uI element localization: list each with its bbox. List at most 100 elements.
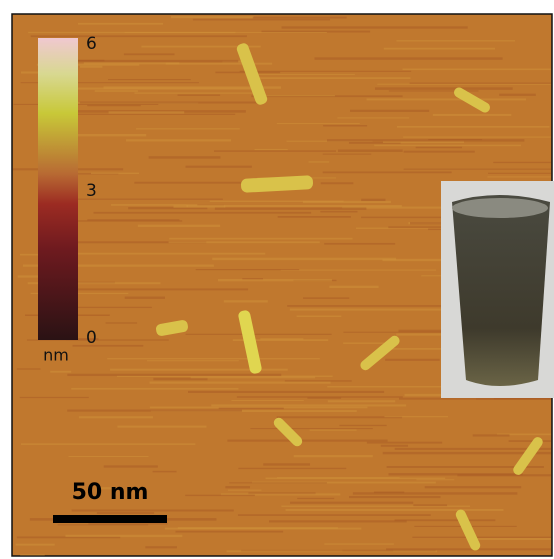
inset-photo <box>441 181 554 398</box>
streak <box>433 114 511 116</box>
streak <box>297 315 342 317</box>
streak <box>149 156 221 158</box>
streak <box>188 391 384 393</box>
streak <box>72 509 234 511</box>
streak <box>215 208 367 210</box>
streak <box>104 465 158 467</box>
streak <box>338 149 403 151</box>
streak <box>339 425 386 426</box>
streak <box>210 201 344 202</box>
streak <box>52 288 248 290</box>
streak <box>320 211 357 213</box>
streak <box>231 400 303 401</box>
streak <box>258 77 411 79</box>
streak <box>117 426 206 428</box>
streak <box>145 546 177 548</box>
streak <box>91 173 139 174</box>
streak <box>281 270 436 271</box>
streak <box>126 139 231 141</box>
streak <box>381 445 408 447</box>
streak <box>297 498 334 499</box>
streak <box>72 134 146 136</box>
streak <box>97 512 154 514</box>
afm-image: nm 630 50 nm <box>0 0 554 559</box>
streak <box>384 416 448 417</box>
streak <box>186 334 332 335</box>
streak <box>79 416 153 418</box>
streak <box>315 57 503 59</box>
streak <box>375 87 513 89</box>
streak <box>384 48 495 50</box>
streak <box>71 388 238 390</box>
colorbar-tick-label: 3 <box>86 181 97 201</box>
streak <box>329 286 378 288</box>
streak <box>385 359 440 361</box>
streak <box>20 554 45 555</box>
streak <box>493 162 551 163</box>
streak <box>252 74 355 75</box>
streak <box>238 468 346 469</box>
streak <box>87 105 140 106</box>
streak <box>337 117 409 118</box>
streak <box>178 527 338 529</box>
streak <box>87 219 179 220</box>
streak <box>125 297 165 299</box>
streak <box>476 538 551 540</box>
streak <box>191 376 315 378</box>
streak <box>277 416 402 418</box>
streak <box>31 35 247 37</box>
streak <box>310 429 357 430</box>
streak <box>20 397 89 398</box>
streak <box>386 548 551 550</box>
streak <box>303 297 349 299</box>
streak <box>65 535 182 537</box>
streak <box>323 125 367 126</box>
colorbar <box>38 38 78 340</box>
streak <box>73 345 144 347</box>
streak <box>377 84 551 85</box>
streak <box>224 300 268 302</box>
streak <box>225 486 250 488</box>
streak <box>240 71 411 72</box>
colorbar-unit: nm <box>43 346 69 365</box>
streak <box>138 225 220 227</box>
streak <box>367 98 527 100</box>
streak <box>253 17 347 19</box>
streak <box>457 474 551 476</box>
streak <box>476 398 551 399</box>
streak <box>343 342 385 344</box>
streak <box>17 368 41 369</box>
page: nm 630 50 nm (() => { const data = JSON.… <box>0 0 554 559</box>
streak <box>403 69 551 71</box>
streak <box>261 95 335 96</box>
streak <box>278 216 351 218</box>
streak <box>214 150 336 151</box>
streak <box>473 434 510 436</box>
streak <box>250 428 372 429</box>
streak <box>68 456 148 457</box>
streak <box>277 477 400 478</box>
streak <box>88 523 167 524</box>
streak <box>269 520 407 522</box>
vial-rim <box>452 198 548 218</box>
streak <box>374 145 521 147</box>
streak <box>80 102 263 104</box>
streak <box>395 519 496 521</box>
streak <box>254 149 287 150</box>
streak <box>175 531 283 533</box>
streak <box>169 238 352 240</box>
streak <box>108 79 191 80</box>
streak <box>219 408 284 409</box>
streak <box>124 53 175 55</box>
streak <box>323 171 452 173</box>
streak <box>212 258 396 260</box>
streak <box>227 440 387 442</box>
streak <box>196 269 299 270</box>
colorbar-tick-label: 0 <box>86 328 97 348</box>
streak <box>321 182 354 184</box>
streak <box>228 490 261 491</box>
streak <box>147 360 239 361</box>
scale-bar-label: 50 nm <box>72 480 149 505</box>
streak <box>237 396 403 397</box>
streak <box>367 442 442 444</box>
